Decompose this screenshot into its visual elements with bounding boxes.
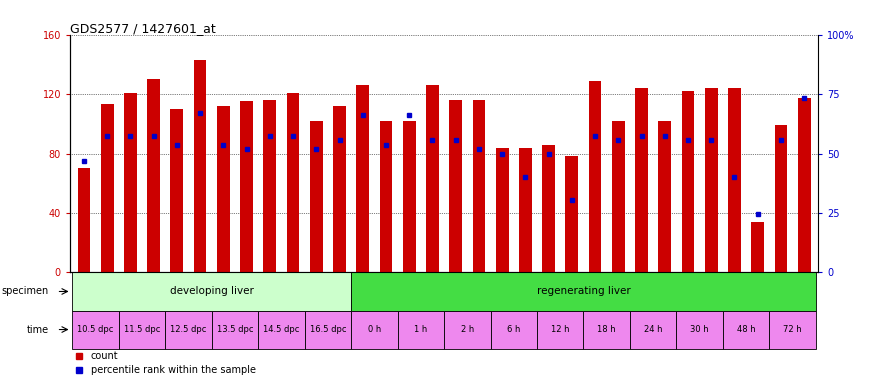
Bar [519,147,532,272]
Bar [240,101,253,272]
Bar [258,311,304,349]
Text: 48 h: 48 h [737,325,755,334]
Bar [630,311,676,349]
Bar [752,222,764,272]
Bar [402,121,416,272]
Bar [728,88,741,272]
Bar [542,145,555,272]
Bar [119,311,165,349]
Text: count: count [91,351,119,361]
Bar [304,311,351,349]
Bar [263,100,276,272]
Text: GDS2577 / 1427601_at: GDS2577 / 1427601_at [70,22,216,35]
Text: 12 h: 12 h [551,325,570,334]
Bar [351,272,816,311]
Bar [491,311,537,349]
Text: 14.5 dpc: 14.5 dpc [263,325,299,334]
Bar [774,125,788,272]
Bar [310,121,323,272]
Bar [676,311,723,349]
Bar [537,311,584,349]
Bar [351,311,397,349]
Text: 72 h: 72 h [783,325,802,334]
Text: 18 h: 18 h [598,325,616,334]
Bar [397,311,444,349]
Bar [496,147,508,272]
Bar [380,121,392,272]
Bar [705,88,717,272]
Bar [635,88,648,272]
Text: 6 h: 6 h [507,325,521,334]
Text: 30 h: 30 h [690,325,709,334]
Text: regenerating liver: regenerating liver [536,286,630,296]
Text: specimen: specimen [2,286,49,296]
Text: 2 h: 2 h [460,325,474,334]
Text: percentile rank within the sample: percentile rank within the sample [91,365,256,375]
Bar [217,106,230,272]
Bar [589,81,601,272]
Bar [193,60,206,272]
Text: 11.5 dpc: 11.5 dpc [124,325,160,334]
Bar [658,121,671,272]
Text: 1 h: 1 h [414,325,428,334]
Text: 13.5 dpc: 13.5 dpc [217,325,253,334]
Text: 10.5 dpc: 10.5 dpc [77,325,114,334]
Bar [171,109,183,272]
Bar [426,85,439,272]
Bar [165,311,212,349]
Bar [449,100,462,272]
Bar [723,311,769,349]
Bar [798,98,810,272]
Bar [73,311,119,349]
Text: time: time [27,324,49,334]
Bar [612,121,625,272]
Bar [287,93,299,272]
Bar [584,311,630,349]
Text: 12.5 dpc: 12.5 dpc [171,325,206,334]
Bar [473,100,486,272]
Text: 16.5 dpc: 16.5 dpc [310,325,347,334]
Text: 0 h: 0 h [368,325,381,334]
Bar [565,156,578,272]
Bar [73,272,351,311]
Bar [356,85,369,272]
Bar [78,168,90,272]
Text: 24 h: 24 h [644,325,662,334]
Text: developing liver: developing liver [170,286,254,296]
Bar [682,91,695,272]
Bar [333,106,346,272]
Bar [147,79,160,272]
Bar [444,311,491,349]
Bar [212,311,258,349]
Bar [124,93,136,272]
Bar [769,311,816,349]
Bar [101,104,114,272]
